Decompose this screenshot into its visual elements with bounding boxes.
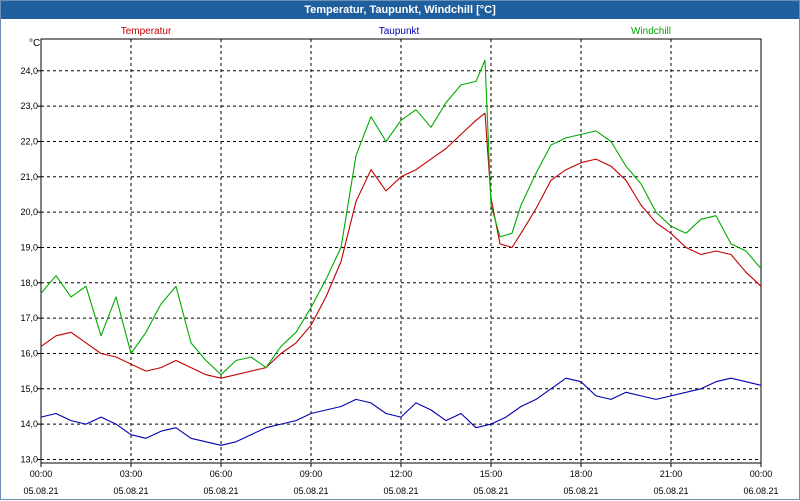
y-tick-label: 24,0 <box>20 66 38 76</box>
y-tick-label: 14,0 <box>20 419 38 429</box>
x-tick-time-label: 09:00 <box>300 469 323 479</box>
y-tick-label: 13,0 <box>20 454 38 464</box>
series-line-windchill <box>40 59 762 376</box>
x-tick-time-label: 21:00 <box>660 469 683 479</box>
x-tick-date-label: 05.08.21 <box>203 486 238 496</box>
x-tick-time-label: 00:00 <box>750 469 773 479</box>
x-tick-time-label: 18:00 <box>570 469 593 479</box>
y-tick-label: 17,0 <box>20 313 38 323</box>
x-tick-time-label: 00:00 <box>30 469 53 479</box>
chart-title: Temperatur, Taupunkt, Windchill [°C] <box>1 1 799 19</box>
x-tick-time-label: 06:00 <box>210 469 233 479</box>
x-tick-date-label: 05.08.21 <box>383 486 418 496</box>
y-tick-label: 16,0 <box>20 348 38 358</box>
x-tick-date-label: 05.08.21 <box>473 486 508 496</box>
y-tick-label: 22,0 <box>20 136 38 146</box>
series-line-taupunkt <box>40 377 762 446</box>
legend-entry-temperatur: Temperatur <box>121 26 172 37</box>
y-tick-label: 21,0 <box>20 172 38 182</box>
y-tick-label: 20,0 <box>20 207 38 217</box>
x-tick-time-label: 03:00 <box>120 469 143 479</box>
x-tick-date-label: 06.08.21 <box>743 486 778 496</box>
x-tick-time-label: 15:00 <box>480 469 503 479</box>
legend-entry-windchill: Windchill <box>631 26 671 37</box>
x-tick-time-label: 12:00 <box>390 469 413 479</box>
plot-frame <box>40 38 762 464</box>
x-tick-date-label: 05.08.21 <box>293 486 328 496</box>
x-tick-date-label: 05.08.21 <box>113 486 148 496</box>
legend-entry-taupunkt: Taupunkt <box>379 26 420 37</box>
x-tick-date-label: 05.08.21 <box>653 486 688 496</box>
y-tick-label: 18,0 <box>20 278 38 288</box>
y-tick-label: 19,0 <box>20 242 38 252</box>
y-tick-label: 23,0 <box>20 101 38 111</box>
y-tick-label: 15,0 <box>20 384 38 394</box>
x-tick-date-label: 05.08.21 <box>563 486 598 496</box>
y-axis-unit-label: °C <box>29 38 40 49</box>
x-tick-date-label: 05.08.21 <box>23 486 58 496</box>
series-line-temperatur <box>40 112 762 379</box>
